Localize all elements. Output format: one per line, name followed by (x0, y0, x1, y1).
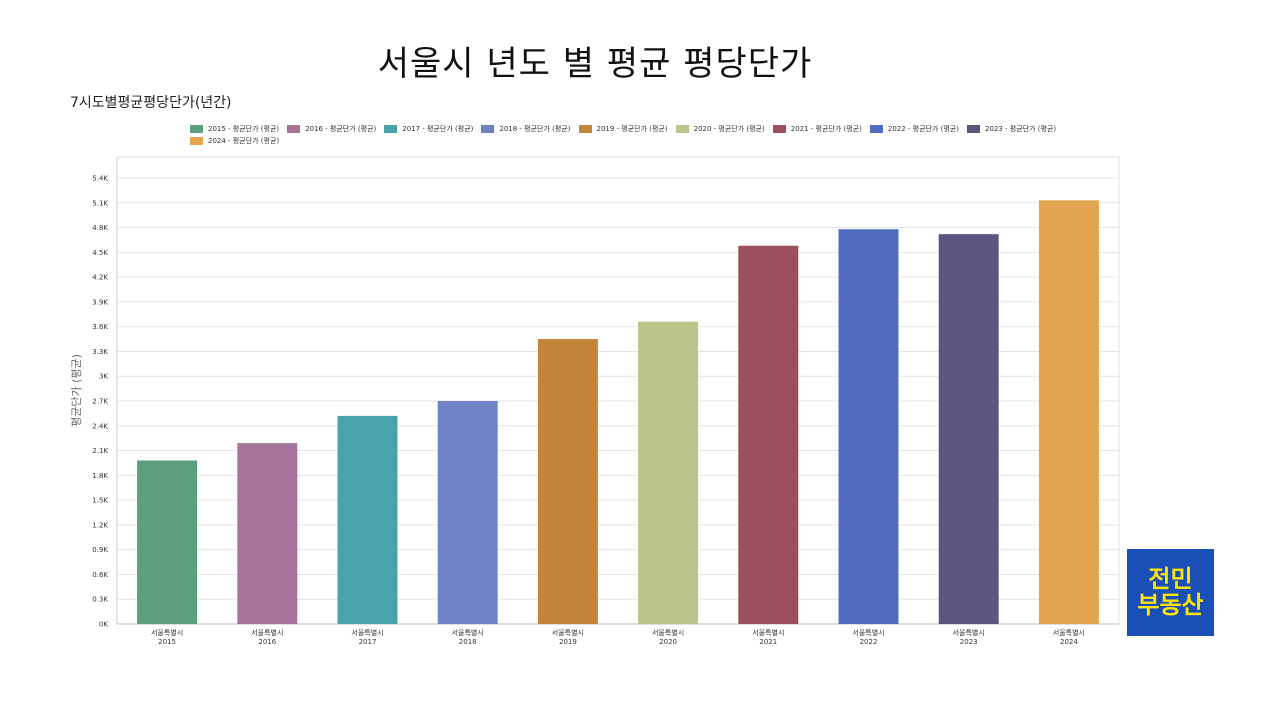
x-tick-label: 서울특별시 (1053, 628, 1085, 637)
x-tick-label: 서울특별시 (452, 628, 484, 637)
bar (838, 229, 899, 625)
legend-swatch (675, 124, 689, 133)
y-tick-label: 5.1K (92, 199, 108, 207)
slide-title: 서울시 년도 별 평균 평당단가 (377, 44, 813, 84)
y-tick-label: 3.9K (92, 298, 108, 306)
bar (938, 234, 999, 624)
y-tick-label: 1.8K (92, 472, 108, 480)
x-tick-label: 서울특별시 (552, 628, 584, 637)
bar (1038, 200, 1099, 625)
y-tick-label: 3.3K (92, 348, 108, 356)
x-tick-year: 2024 (1060, 638, 1078, 646)
x-tick-label: 서울특별시 (151, 628, 183, 637)
legend-swatch (578, 124, 592, 133)
legend-label: 2020 - 평균단가 (평균) (693, 124, 765, 133)
legend-item[interactable]: 2021 - 평균단가 (평균) (772, 124, 862, 133)
y-tick-label: 3.6K (92, 323, 108, 331)
x-tick-year: 2021 (759, 638, 777, 646)
legend-swatch (190, 124, 203, 133)
bar (738, 245, 799, 624)
legend-swatch (967, 124, 980, 133)
legend-label: 2022 - 평균단가 (평균) (887, 124, 959, 133)
y-tick-label: 2.1K (92, 447, 108, 455)
logo-line-1: 전민 (1148, 565, 1193, 594)
x-tick-label: 서울특별시 (652, 628, 684, 637)
x-tick-year: 2016 (258, 638, 276, 646)
y-tick-label: 0.3K (92, 596, 108, 604)
x-tick-year: 2015 (158, 638, 176, 646)
x-tick-label: 서울특별시 (251, 628, 283, 637)
chart-subtitle: 7시도별평균평당단가(년간) (70, 95, 232, 111)
legend-item[interactable]: 2015 - 평균단가 (평균) (190, 124, 279, 133)
y-tick-label: 0K (99, 621, 108, 629)
y-tick-label: 2.4K (92, 422, 108, 430)
x-tick-year: 2017 (359, 638, 377, 646)
x-tick-label: 서울특별시 (953, 628, 985, 637)
bar (137, 460, 198, 624)
x-tick-label: 서울특별시 (752, 628, 784, 637)
logo-line-2: 부동산 (1137, 590, 1204, 619)
y-tick-label: 0.9K (92, 546, 108, 554)
bar (237, 443, 298, 624)
chart-legend: 2015 - 평균단가 (평균) 2016 - 평균단가 (평균) 2017 - 평… (190, 124, 1130, 145)
bar (638, 321, 699, 624)
y-tick-label: 2.7K (92, 398, 108, 406)
legend-item[interactable]: 2017 - 평균단가 (평균) (384, 124, 473, 133)
legend-label: 2021 - 평균단가 (평균) (790, 124, 862, 133)
legend-item[interactable]: 2018 - 평균단가 (평균) (481, 124, 571, 133)
legend-label: 2015 - 평균단가 (평균) (208, 124, 280, 133)
legend-label: 2019 - 평균단가 (평균) (596, 124, 668, 133)
legend-label: 2016 - 평균단가 (평균) (305, 124, 377, 133)
x-tick-label: 서울특별시 (351, 628, 383, 637)
legend-item[interactable]: 2022 - 평균단가 (평균) (869, 124, 959, 133)
x-tick-year: 2020 (659, 638, 677, 646)
bar (537, 339, 598, 624)
x-tick-year: 2022 (860, 638, 878, 646)
y-axis-title: 평균단가 (평균) (70, 354, 83, 427)
legend-label: 2023 - 평균단가 (평균) (985, 124, 1057, 133)
y-tick-label: 4.8K (92, 224, 108, 232)
y-tick-label: 5.4K (92, 175, 108, 183)
y-tick-label: 1.5K (92, 497, 108, 505)
y-tick-label: 4.5K (92, 249, 108, 257)
y-tick-label: 4.2K (92, 274, 108, 282)
legend-swatch (190, 136, 203, 145)
legend-swatch (384, 124, 398, 133)
bar (337, 415, 398, 624)
legend-label: 2024 - 평균단가 (평균) (208, 136, 280, 145)
bar (437, 401, 498, 624)
y-tick-label: 3K (99, 373, 108, 381)
legend-swatch (481, 124, 495, 133)
legend-label: 2017 - 평균단가 (평균) (402, 124, 474, 133)
y-tick-label: 1.2K (92, 521, 108, 529)
y-tick-label: 0.6K (92, 571, 108, 579)
legend-item[interactable]: 2023 - 평균단가 (평균) (967, 124, 1056, 133)
legend-item[interactable]: 2020 - 평균단가 (평균) (675, 124, 765, 133)
legend-swatch (869, 124, 883, 133)
x-tick-year: 2023 (960, 638, 978, 646)
legend-item[interactable]: 2024 - 평균단가 (평균) (190, 136, 279, 145)
legend-label: 2018 - 평균단가 (평균) (499, 124, 571, 133)
x-tick-year: 2019 (559, 638, 577, 646)
x-tick-label: 서울특별시 (852, 628, 884, 637)
legend-swatch (287, 124, 301, 133)
legend-item[interactable]: 2019 - 평균단가 (평균) (578, 124, 668, 133)
legend-item[interactable]: 2016 - 평균단가 (평균) (287, 124, 376, 133)
x-tick-year: 2018 (459, 638, 477, 646)
company-logo: 전민 부동산 (1127, 549, 1214, 636)
legend-swatch (772, 124, 786, 133)
